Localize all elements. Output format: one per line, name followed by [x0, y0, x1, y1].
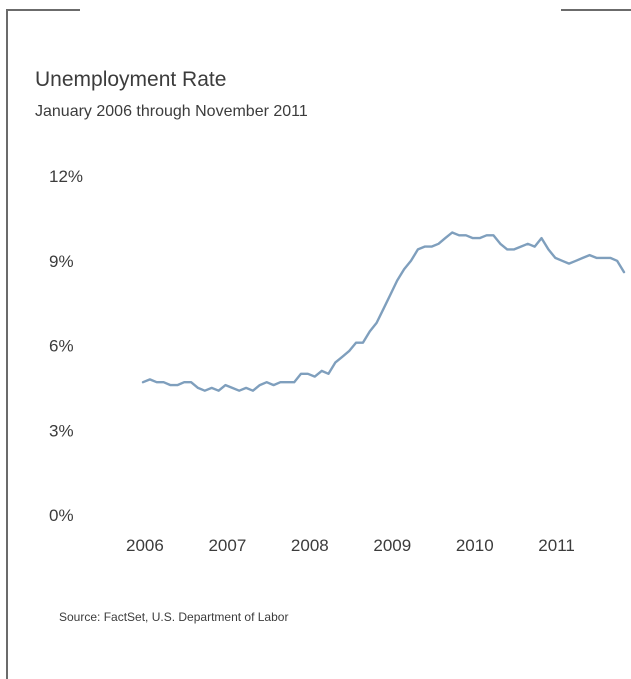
- x-tick-label: 2007: [208, 536, 246, 555]
- source-note: Source: FactSet, U.S. Department of Labo…: [59, 610, 289, 624]
- chart-subtitle: January 2006 through November 2011: [35, 103, 308, 120]
- x-tick-label: 2006: [126, 536, 164, 555]
- frame-top-left-border: [6, 9, 80, 11]
- x-tick-label: 2011: [538, 536, 575, 555]
- x-axis-ticks: 2006 2007 2008 2009 2010 2011: [126, 536, 575, 555]
- y-tick-label: 6%: [49, 337, 74, 356]
- series-layer: [141, 231, 626, 392]
- y-tick-label: 0%: [49, 506, 74, 525]
- y-tick-label: 12%: [49, 167, 83, 186]
- x-tick-label: 2010: [456, 536, 494, 555]
- x-tick-label: 2008: [291, 536, 329, 555]
- frame-left-border: [6, 9, 8, 679]
- x-tick-label: 2009: [373, 536, 411, 555]
- y-axis-ticks: 0% 3% 6% 9% 12%: [49, 167, 83, 525]
- frame-top-right-border: [561, 9, 631, 11]
- y-tick-label: 9%: [49, 252, 74, 271]
- chart-title: Unemployment Rate: [35, 68, 227, 91]
- series-line: [141, 231, 626, 392]
- y-tick-label: 3%: [49, 421, 74, 440]
